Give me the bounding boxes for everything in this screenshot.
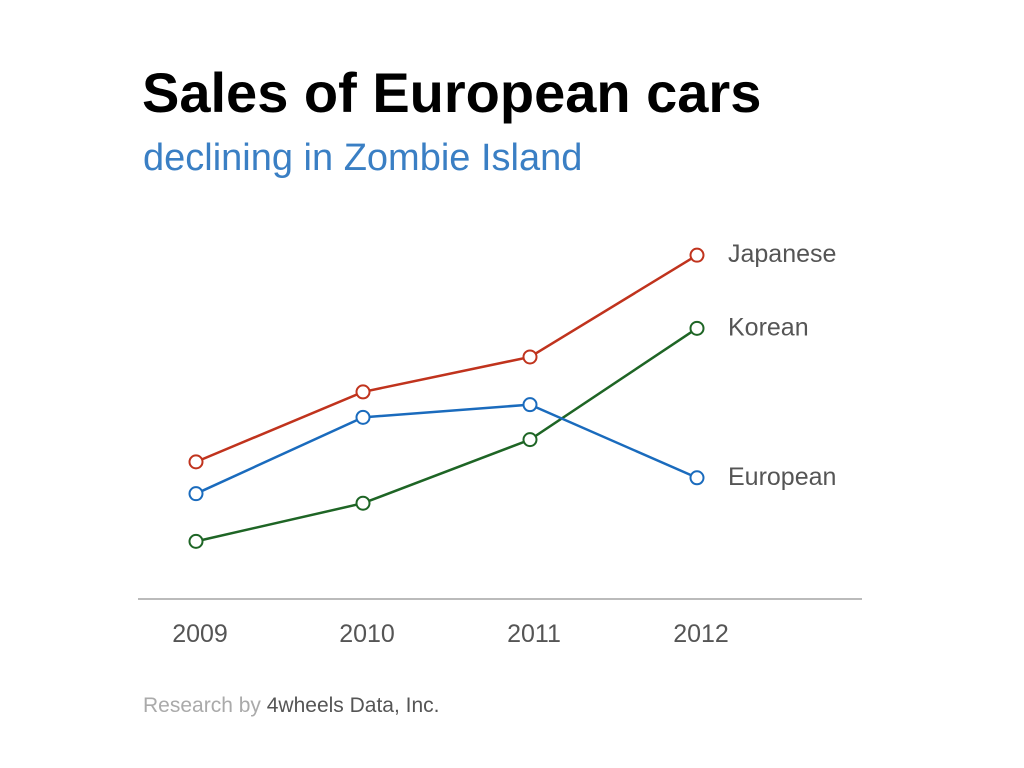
series-lines [195,254,698,543]
source-credit-prefix: Research by [143,694,261,717]
data-point-european-2010 [355,409,371,425]
data-point-korean-2011 [522,432,538,448]
data-point-european-2012 [689,470,705,486]
series-line-japanese [195,254,698,464]
x-tick-label-2012: 2012 [673,620,729,648]
x-axis-ticks: 2009 2010 2011 2012 [172,620,729,648]
data-point-japanese-2011 [522,349,538,365]
source-credit: Research by 4wheels Data, Inc. [143,694,440,718]
series-label-korean: Korean [728,313,809,341]
data-point-korean-2009 [188,533,204,549]
data-point-korean-2012 [689,320,705,336]
source-credit-org: 4wheels Data, Inc. [266,694,440,717]
series-line-korean [195,327,698,543]
chart-title: Sales of European cars [142,61,762,124]
series-line-european [195,403,698,495]
series-label-european: European [728,463,836,491]
x-tick-label-2010: 2010 [339,620,395,648]
x-tick-label-2009: 2009 [172,620,228,648]
data-point-japanese-2010 [355,384,371,400]
data-point-japanese-2009 [188,454,204,470]
data-point-japanese-2012 [689,247,705,263]
series-label-japanese: Japanese [728,240,836,268]
data-point-european-2011 [522,397,538,413]
chart-subtitle: declining in Zombie Island [143,137,583,179]
series-labels: Japanese Korean European [728,240,836,491]
data-point-european-2009 [188,486,204,502]
x-tick-label-2011: 2011 [507,620,561,648]
data-point-korean-2010 [355,495,371,511]
series-points [188,247,705,549]
